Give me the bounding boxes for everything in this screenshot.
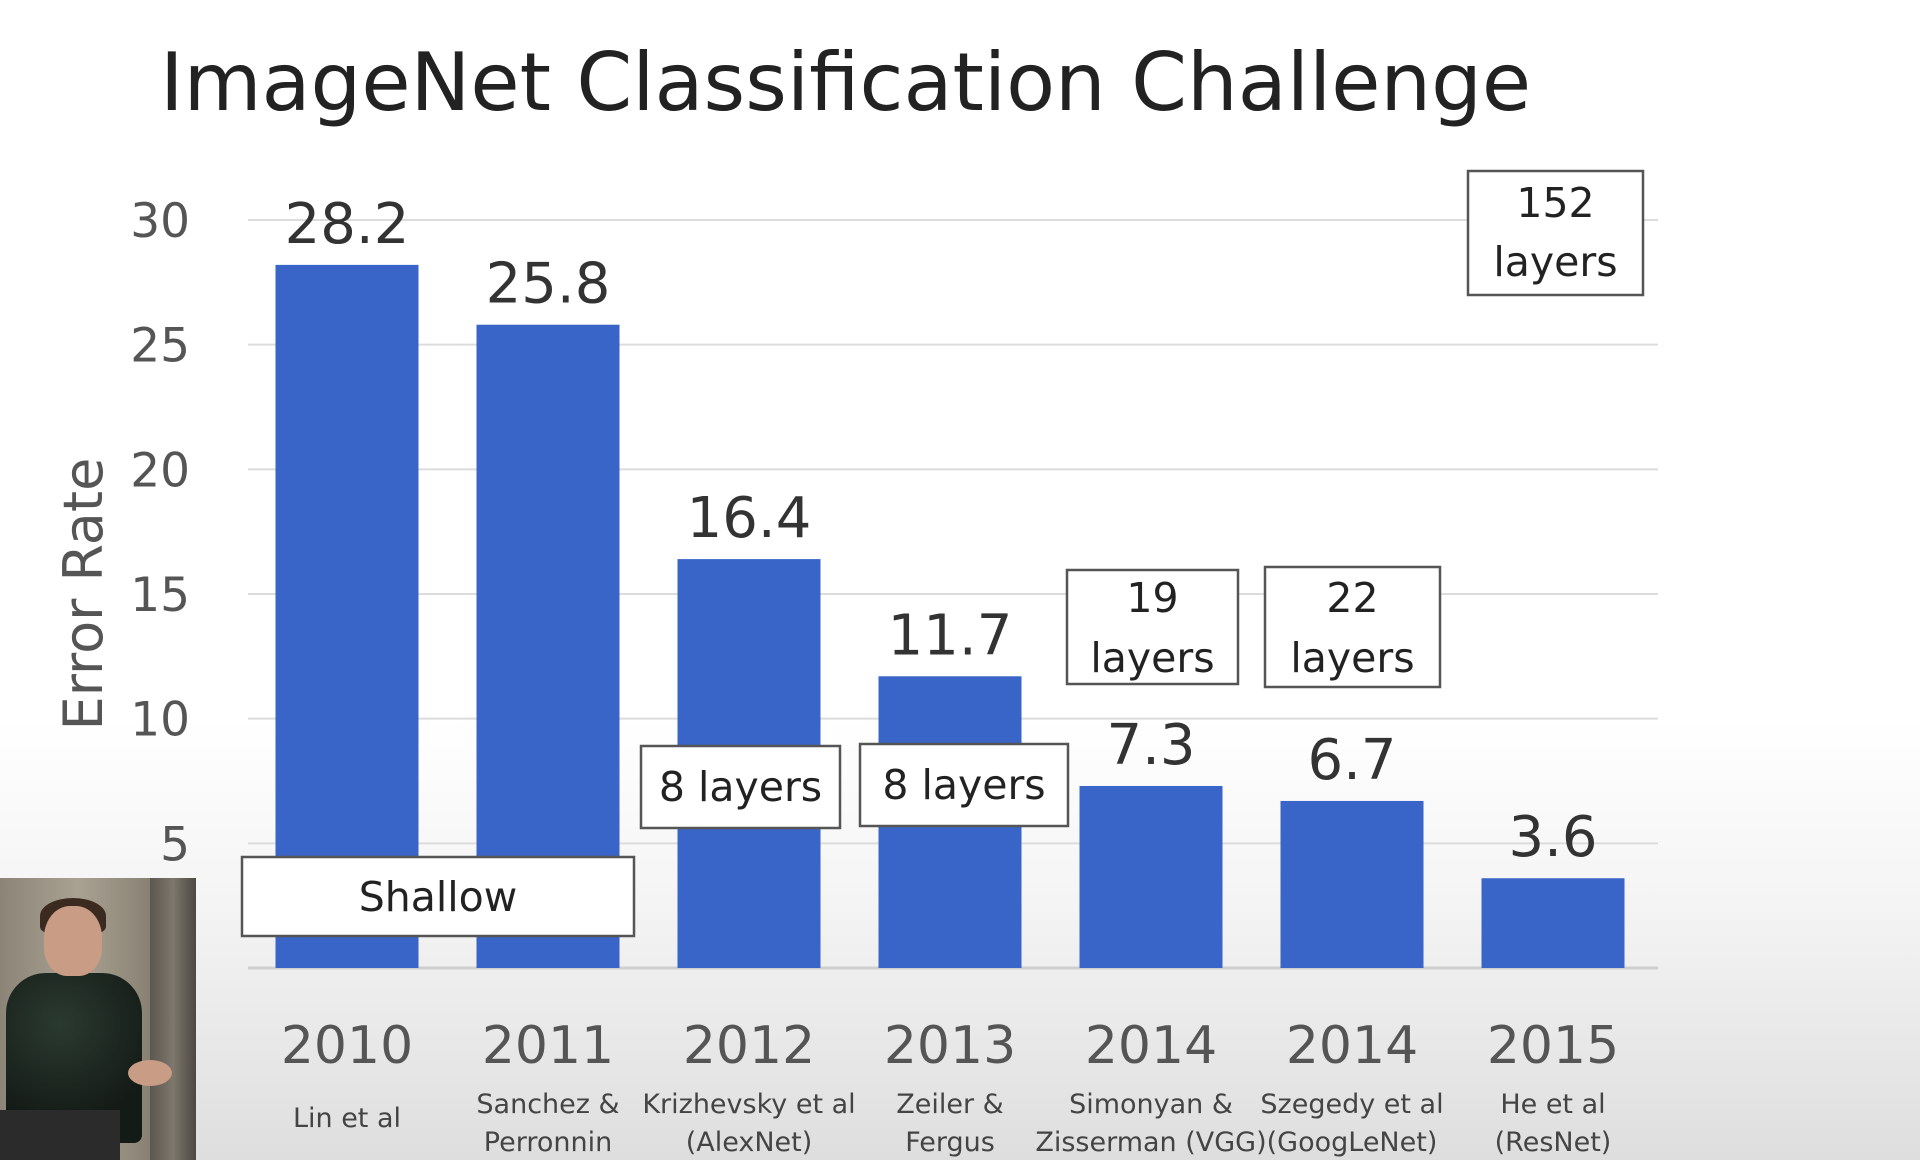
x-tick-authors: Zeiler &: [896, 1089, 1003, 1120]
x-tick-authors: Perronnin: [484, 1127, 612, 1158]
x-tick-authors: He et al: [1500, 1089, 1605, 1120]
layers-annotation-box: 8 layers: [858, 742, 1070, 828]
x-axis-ticks: 2010 Lin et al 2011 Sanchez & Perronnin 2012 K…: [281, 1016, 1619, 1158]
annotation-box-frame: [1065, 568, 1240, 686]
bar-value-label: 7.3: [1106, 713, 1195, 778]
value-labels: 28.2 25.8 16.4 11.7 7.3 6.7 3.6: [285, 192, 1598, 870]
x-tick-authors: Zisserman (VGG): [1035, 1127, 1266, 1158]
speaker-video-thumbnail: [0, 878, 196, 1160]
annotation-text: 22: [1326, 574, 1378, 622]
y-axis-ticks: 5 10 15 20 25 30: [130, 194, 190, 872]
bar: [1079, 785, 1223, 968]
annotation-box-frame: [1466, 169, 1645, 297]
layers-annotation-box: Shallow: [240, 855, 636, 938]
y-tick-label: 20: [130, 443, 190, 498]
bar: [1280, 800, 1424, 968]
slide-title: ImageNet Classification Challenge: [160, 36, 1531, 129]
bar-value-label: 6.7: [1307, 728, 1396, 793]
layers-annotation-box: 19 layers: [1065, 568, 1240, 686]
annotation-text: layers: [1090, 634, 1214, 682]
annotation-text: layers: [1290, 634, 1414, 682]
bar-value-label: 3.6: [1508, 805, 1597, 870]
x-tick-year: 2010: [281, 1016, 413, 1076]
x-tick-authors: Simonyan &: [1069, 1089, 1233, 1120]
layers-annotation-box: 152 layers: [1466, 169, 1645, 297]
y-tick-label: 15: [130, 568, 190, 623]
x-tick-authors: (GoogLeNet): [1267, 1127, 1438, 1158]
x-tick-authors: (AlexNet): [686, 1127, 813, 1158]
annotation-box-frame: [858, 742, 1070, 828]
x-tick-authors: Krizhevsky et al: [642, 1089, 855, 1120]
bar-value-label: 16.4: [687, 486, 812, 551]
annotation-box-frame: [240, 855, 636, 938]
annotation-text: 8 layers: [659, 763, 822, 811]
annotation-box-frame: [1263, 565, 1442, 689]
annotation-text: Shallow: [359, 873, 518, 921]
x-tick-year: 2013: [884, 1016, 1016, 1076]
bar-value-label: 25.8: [486, 252, 611, 317]
x-tick-year: 2012: [683, 1016, 815, 1076]
bar-value-label: 28.2: [285, 192, 410, 257]
bar: [1481, 878, 1625, 968]
x-tick-year: 2014: [1286, 1016, 1418, 1076]
x-tick-authors: (ResNet): [1495, 1127, 1612, 1158]
y-tick-label: 25: [130, 319, 190, 374]
x-tick-year: 2015: [1487, 1016, 1619, 1076]
annotation-text: layers: [1493, 238, 1617, 286]
x-tick-authors: Fergus: [905, 1127, 995, 1158]
x-tick-authors: Szegedy et al: [1260, 1089, 1443, 1120]
annotation-text: 152: [1516, 179, 1594, 227]
y-axis-label: Error Rate: [52, 458, 115, 731]
layers-annotation-box: 22 layers: [1263, 565, 1442, 689]
annotation-box-frame: [639, 744, 842, 830]
y-tick-label: 10: [130, 693, 190, 748]
bar-value-label: 11.7: [888, 603, 1013, 668]
x-tick-authors: Lin et al: [293, 1103, 401, 1134]
bar: [275, 264, 419, 968]
annotation-text: 19: [1126, 574, 1178, 622]
x-tick-year: 2011: [482, 1016, 614, 1076]
annotation-text: 8 layers: [882, 761, 1045, 809]
y-tick-label: 5: [160, 817, 190, 872]
x-tick-year: 2014: [1085, 1016, 1217, 1076]
layers-annotation-box: 8 layers: [639, 744, 842, 830]
y-tick-label: 30: [130, 194, 190, 249]
x-tick-authors: Sanchez &: [476, 1089, 619, 1120]
